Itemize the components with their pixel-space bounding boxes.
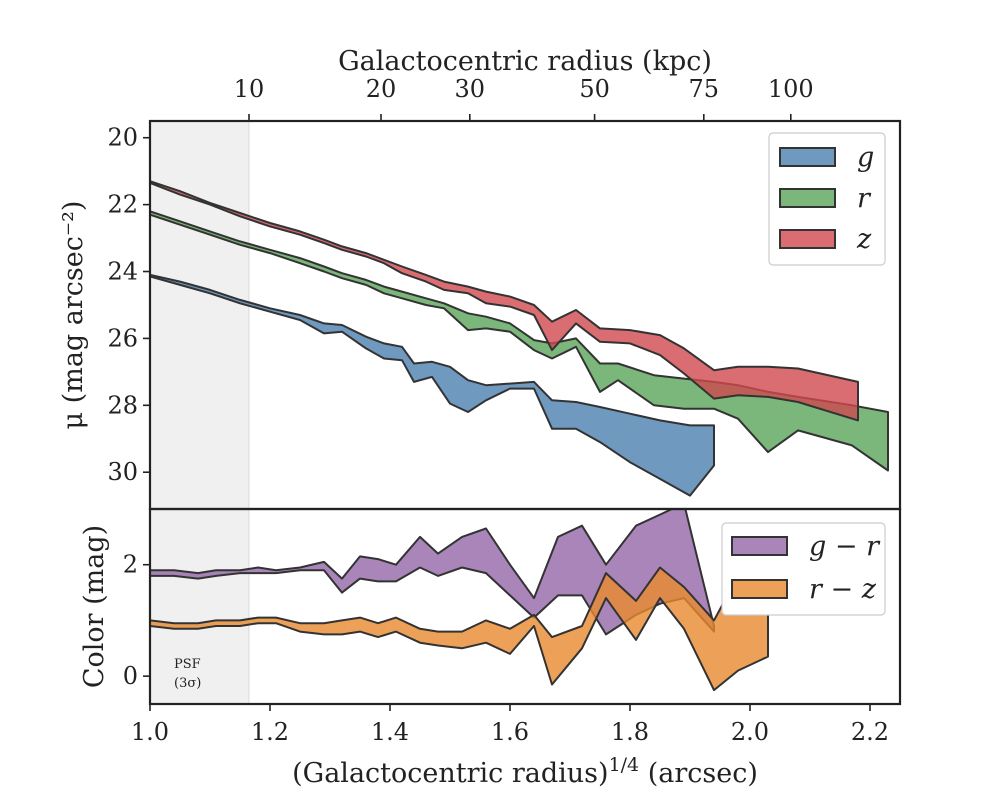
color-bands	[150, 509, 769, 692]
bottom-panel-frame	[148, 507, 902, 706]
legend-sb: grz	[768, 132, 886, 266]
legend-swatch-r	[779, 188, 836, 208]
legend-color: g − r r − z	[721, 522, 886, 616]
top-tick-label-50: 50	[579, 75, 610, 103]
top-tick-label-100: 100	[768, 75, 814, 103]
legend-label-r: r	[857, 183, 872, 214]
top-tick-label-10: 10	[234, 75, 265, 103]
xtick-label-2.2: 2.2	[851, 718, 889, 746]
xtick-label-1.6: 1.6	[491, 718, 529, 746]
ytick-label-20: 20	[107, 124, 138, 152]
legend-swatch-z	[779, 229, 836, 249]
ytick-label-26: 26	[107, 324, 138, 352]
legend-label-color-1: r − z	[809, 574, 877, 605]
ytick-label-22: 22	[107, 191, 138, 219]
ytick-label-30: 30	[107, 458, 138, 486]
ytick-label-28: 28	[107, 391, 138, 419]
color-panel: 0 2 1.0 1.2 1.4 1.6 1.8 2.0 2.2 (Galactocentric r…	[79, 509, 889, 789]
legend-swatch-g	[779, 147, 836, 167]
legend-swatch-color-0	[731, 536, 788, 556]
xtick-label-1.8: 1.8	[611, 718, 649, 746]
sb-band-g	[150, 273, 715, 497]
xtick-label-1.0: 1.0	[131, 718, 169, 746]
legend-swatch-color-1	[731, 579, 788, 599]
legend-label-g: g	[857, 142, 874, 173]
top-tick-label-30: 30	[455, 75, 486, 103]
x-axis-label-exponent: 1/4	[609, 754, 640, 776]
sb-bands	[150, 180, 889, 497]
xtick-label-1.4: 1.4	[371, 718, 409, 746]
psf-region	[150, 121, 249, 704]
psf-label: PSF	[174, 657, 201, 672]
x-axis-label: (Galactocentric radius)1/4 (arcsec)	[292, 754, 758, 789]
xtick-label-1.2: 1.2	[251, 718, 289, 746]
x-axis-label-part2: (arcsec)	[639, 758, 758, 789]
sb-band-z	[150, 180, 859, 422]
xtick-label-2.0: 2.0	[731, 718, 769, 746]
top-axis-label: Galactocentric radius (kpc)	[338, 46, 712, 77]
x-axis-label-part1: (Galactocentric radius)	[292, 758, 608, 789]
color-ytick-label-2: 2	[123, 551, 138, 579]
y-axis-label-mu: μ (mag arcsec⁻²)	[58, 201, 89, 430]
legend-label-color-0: g − r	[809, 531, 881, 562]
legend-label-z: z	[856, 224, 872, 255]
color-ytick-label-0: 0	[123, 662, 138, 690]
ytick-label-24: 24	[107, 258, 138, 286]
top-tick-label-20: 20	[366, 75, 397, 103]
psf-sigma-label: (3σ)	[174, 676, 201, 691]
top-tick-label-75: 75	[689, 75, 720, 103]
y-axis-label-color: Color (mag)	[79, 525, 110, 688]
sb-band-r	[150, 210, 889, 472]
color-band-1	[150, 552, 769, 692]
